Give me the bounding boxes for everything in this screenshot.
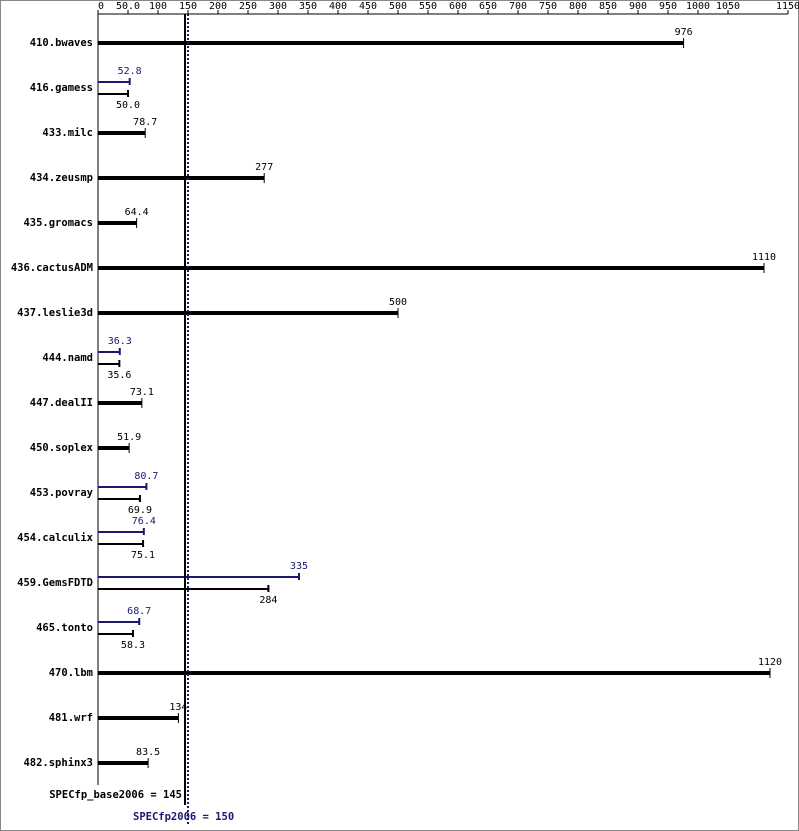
category-label: 433.milc bbox=[42, 127, 93, 139]
bar bbox=[98, 131, 146, 135]
base-bar bbox=[98, 498, 140, 500]
value-label: 35.6 bbox=[107, 370, 131, 381]
value-label: 50.0 bbox=[116, 100, 140, 111]
value-label: 78.7 bbox=[133, 117, 157, 128]
value-label: 1120 bbox=[758, 657, 782, 668]
x-tick-label: 150 bbox=[179, 1, 197, 12]
value-label: 64.4 bbox=[125, 207, 149, 218]
value-label: 284 bbox=[259, 595, 277, 606]
category-label: 465.tonto bbox=[36, 622, 93, 634]
bar bbox=[98, 176, 265, 180]
bar bbox=[98, 221, 137, 225]
category-label: 470.lbm bbox=[49, 667, 93, 679]
value-label: 73.1 bbox=[130, 387, 154, 398]
peak-bar bbox=[98, 351, 120, 353]
bar bbox=[98, 41, 684, 45]
x-tick-label: 100 bbox=[149, 1, 167, 12]
category-label: 453.povray bbox=[30, 487, 94, 499]
bar bbox=[98, 401, 142, 405]
x-tick-label: 300 bbox=[269, 1, 287, 12]
value-label: 1110 bbox=[752, 252, 776, 263]
x-tick-label: 550 bbox=[419, 1, 437, 12]
x-tick-label: 850 bbox=[599, 1, 617, 12]
value-label: 335 bbox=[290, 561, 308, 572]
category-label: 482.sphinx3 bbox=[23, 757, 93, 769]
category-label: 410.bwaves bbox=[30, 37, 93, 49]
category-label: 450.soplex bbox=[30, 442, 94, 454]
reference-label: SPECfp_base2006 = 145 bbox=[49, 789, 182, 801]
peak-bar bbox=[98, 621, 140, 623]
x-tick-label: 700 bbox=[509, 1, 527, 12]
value-label: 134 bbox=[169, 702, 187, 713]
base-bar bbox=[98, 588, 269, 590]
value-label: 75.1 bbox=[131, 550, 155, 561]
x-tick-label: 200 bbox=[209, 1, 227, 12]
value-label: 69.9 bbox=[128, 505, 152, 516]
x-tick-label: 950 bbox=[659, 1, 677, 12]
x-tick-label: 600 bbox=[449, 1, 467, 12]
category-label: 444.namd bbox=[42, 352, 93, 364]
x-tick-label: 650 bbox=[479, 1, 497, 12]
x-tick-label: 50.0 bbox=[116, 1, 140, 12]
bar bbox=[98, 311, 398, 315]
peak-bar bbox=[98, 81, 130, 83]
bar bbox=[98, 716, 179, 720]
category-label: 459.GemsFDTD bbox=[17, 577, 93, 589]
bar bbox=[98, 761, 149, 765]
base-bar bbox=[98, 363, 120, 365]
category-label: 436.cactusADM bbox=[11, 262, 93, 274]
category-label: 454.calculix bbox=[17, 532, 94, 544]
value-label: 976 bbox=[675, 27, 693, 38]
peak-bar bbox=[98, 531, 144, 533]
value-label: 68.7 bbox=[127, 606, 151, 617]
category-label: 434.zeusmp bbox=[30, 172, 93, 184]
value-label: 277 bbox=[255, 162, 273, 173]
x-tick-label: 250 bbox=[239, 1, 257, 12]
x-tick-label: 0 bbox=[98, 1, 104, 12]
x-tick-label: 1050 bbox=[716, 1, 740, 12]
x-tick-label: 900 bbox=[629, 1, 647, 12]
base-bar bbox=[98, 543, 144, 545]
category-label: 437.leslie3d bbox=[17, 307, 93, 319]
category-label: 435.gromacs bbox=[23, 217, 93, 229]
value-label: 52.8 bbox=[118, 66, 142, 77]
base-bar bbox=[98, 93, 128, 95]
value-label: 83.5 bbox=[136, 747, 160, 758]
value-label: 76.4 bbox=[132, 516, 156, 527]
value-label: 58.3 bbox=[121, 640, 145, 651]
value-label: 500 bbox=[389, 297, 407, 308]
bar bbox=[98, 671, 770, 675]
reference-label: SPECfp2006 = 150 bbox=[133, 811, 234, 823]
bar bbox=[98, 266, 764, 270]
category-label: 447.dealII bbox=[30, 397, 93, 409]
base-bar bbox=[98, 633, 133, 635]
x-tick-label: 1150 bbox=[776, 1, 799, 12]
category-label: 416.gamess bbox=[30, 82, 93, 94]
x-tick-label: 1000 bbox=[686, 1, 710, 12]
x-tick-label: 350 bbox=[299, 1, 317, 12]
value-label: 36.3 bbox=[108, 336, 132, 347]
category-label: 481.wrf bbox=[49, 712, 93, 724]
value-label: 80.7 bbox=[134, 471, 158, 482]
peak-bar bbox=[98, 576, 299, 578]
x-tick-label: 800 bbox=[569, 1, 587, 12]
bar bbox=[98, 446, 130, 450]
value-label: 51.9 bbox=[117, 432, 141, 443]
x-tick-label: 500 bbox=[389, 1, 407, 12]
x-tick-label: 450 bbox=[359, 1, 377, 12]
peak-bar bbox=[98, 486, 147, 488]
x-tick-label: 750 bbox=[539, 1, 557, 12]
x-tick-label: 400 bbox=[329, 1, 347, 12]
